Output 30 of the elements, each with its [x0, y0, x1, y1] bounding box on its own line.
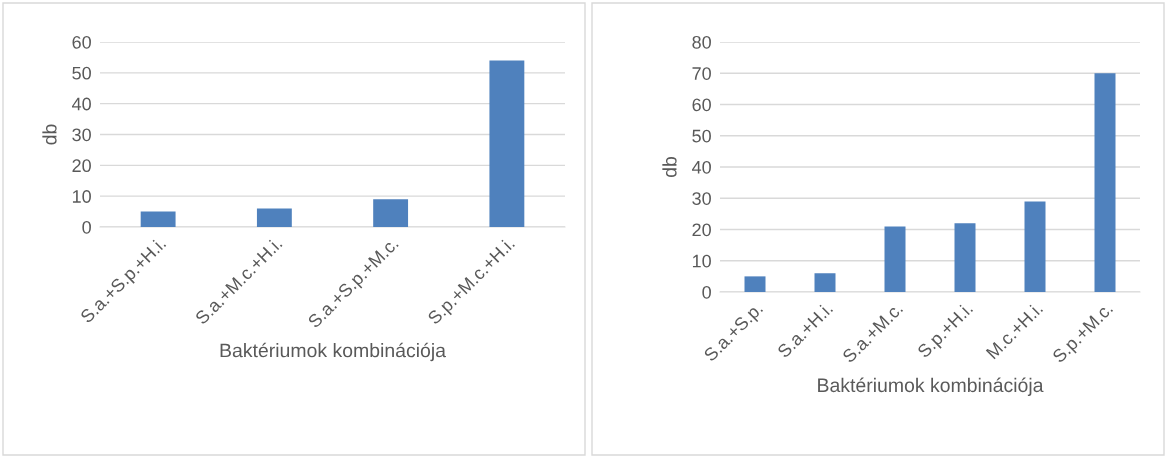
y-tick-label: 20	[72, 159, 91, 173]
x-axis-title: Baktériumok kombinációja	[818, 377, 1044, 396]
bar	[954, 223, 976, 292]
bar	[1094, 73, 1116, 292]
y-tick-label: 30	[72, 128, 91, 142]
y-tick-label: 60	[692, 98, 711, 112]
y-tick-label: 60	[72, 35, 91, 49]
y-tick-label: 40	[692, 160, 711, 174]
y-tick-label: 20	[692, 223, 711, 237]
y-tick-label: 70	[692, 67, 711, 80]
y-tick-label: 0	[702, 285, 711, 299]
y-axis-title: db	[42, 124, 57, 145]
bar	[744, 276, 766, 292]
bar	[1024, 201, 1046, 292]
y-tick-label: 0	[82, 220, 91, 234]
bar	[140, 211, 176, 227]
bar	[256, 208, 292, 227]
y-tick-label: 10	[692, 254, 711, 268]
y-tick-label: 80	[692, 35, 711, 49]
y-tick-label: 50	[72, 66, 91, 80]
bar	[489, 60, 525, 227]
bar	[373, 199, 409, 227]
bar	[884, 226, 906, 292]
y-tick-label: 10	[72, 190, 91, 203]
x-axis-title: Baktériumok kombinációja	[220, 342, 446, 362]
y-tick-label: 40	[72, 97, 91, 111]
y-tick-label: 50	[692, 129, 711, 143]
bar	[814, 273, 836, 292]
y-tick-label: 30	[692, 192, 711, 205]
y-axis-title: db	[662, 157, 677, 177]
